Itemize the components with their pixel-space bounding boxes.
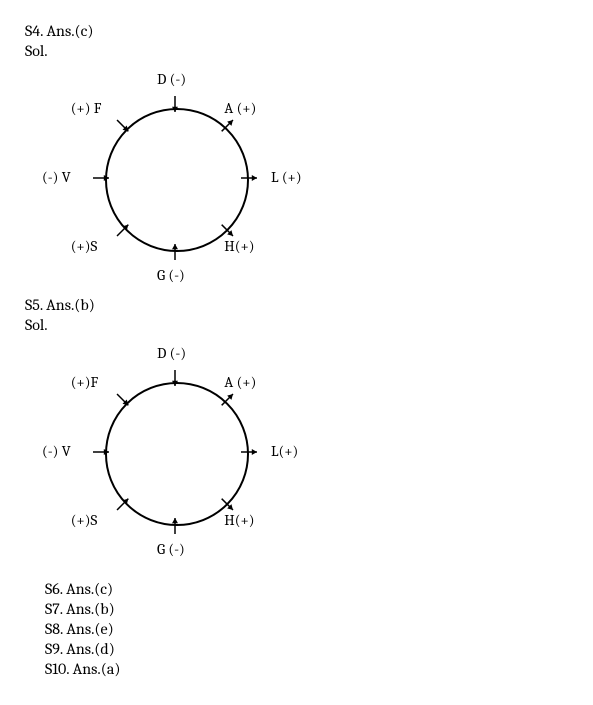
node-label: (+)S (71, 511, 98, 529)
node-label: (+)S (71, 237, 98, 255)
answer-line: S6. Ans.(c) (45, 580, 568, 598)
answers-block: S6. Ans.(c) S7. Ans.(b) S8. Ans.(e) S9. … (45, 580, 568, 678)
node-label: (+) F (71, 99, 102, 117)
node-label: H(+) (224, 511, 254, 529)
s4-diagram: D (-) A (+) L (+) H(+) G (-) (+)S (-) V (+) F (45, 68, 305, 288)
node-label: (-) V (42, 442, 71, 460)
node-label: A (+) (224, 373, 256, 391)
answer-line: S9. Ans.(d) (45, 640, 568, 658)
node-label: G (-) (157, 266, 185, 284)
s4-sol: Sol. (25, 42, 568, 60)
node-label: G (-) (157, 540, 185, 558)
s5-diagram: D (-) A (+) L(+) H(+) G (-) (+)S (-) V (+)F (45, 342, 305, 562)
node-label: H(+) (224, 237, 254, 255)
s5-header: S5. Ans.(b) (25, 296, 568, 314)
circle (105, 382, 249, 526)
s4-header: S4. Ans.(c) (25, 22, 568, 40)
answer-line: S10. Ans.(a) (45, 660, 568, 678)
node-label: A (+) (224, 99, 256, 117)
node-label: (+)F (71, 373, 98, 391)
answer-line: S7. Ans.(b) (45, 600, 568, 618)
node-label: L(+) (271, 442, 298, 460)
node-label: (-) V (42, 168, 71, 186)
s5-sol: Sol. (25, 316, 568, 334)
answer-line: S8. Ans.(e) (45, 620, 568, 638)
node-label: D (-) (157, 344, 186, 362)
circle (105, 108, 249, 252)
node-label: L (+) (271, 168, 302, 186)
node-label: D (-) (157, 70, 186, 88)
